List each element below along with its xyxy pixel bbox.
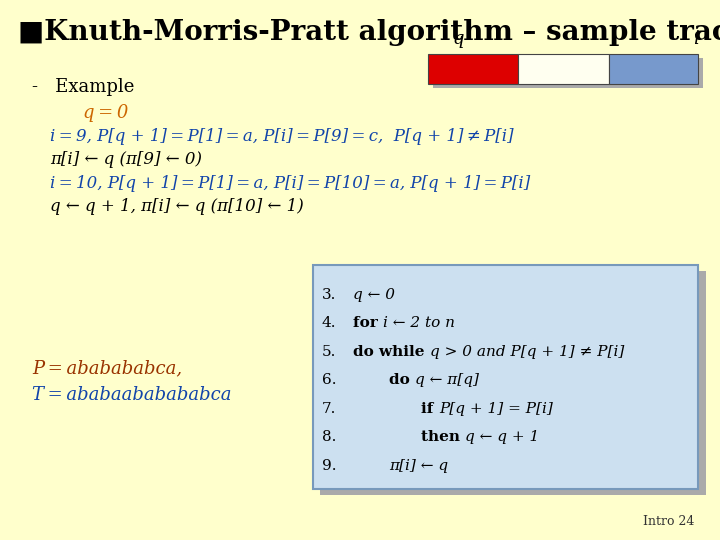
Text: i = 10, P[q + 1] = P[1] = a, P[i] = P[10] = a, P[q + 1] = P[i]: i = 10, P[q + 1] = P[1] = a, P[i] = P[10… — [50, 175, 531, 192]
Text: P[q + 1] = P[i]: P[q + 1] = P[i] — [438, 402, 553, 416]
Text: q ← 0: q ← 0 — [353, 288, 395, 302]
Text: 7.: 7. — [322, 402, 336, 416]
Text: i: i — [693, 30, 698, 48]
Text: 3.: 3. — [322, 288, 336, 302]
Text: i = 9, P[q + 1] = P[1] = a, P[i] = P[9] = c,  P[q + 1] ≠ P[i]: i = 9, P[q + 1] = P[1] = a, P[i] = P[9] … — [50, 128, 514, 145]
Bar — [320, 271, 706, 495]
Text: q: q — [452, 30, 464, 48]
Text: q ← q + 1, π[i] ← q (π[10] ← 1): q ← q + 1, π[i] ← q (π[10] ← 1) — [50, 198, 304, 214]
Text: P = ababababca,: P = ababababca, — [32, 359, 183, 377]
Text: do: do — [389, 374, 415, 388]
Text: 9.: 9. — [322, 459, 336, 473]
Text: for: for — [353, 316, 383, 330]
Bar — [428, 54, 518, 84]
Text: q > 0 and P[q + 1] ≠ P[i]: q > 0 and P[q + 1] ≠ P[i] — [430, 345, 624, 359]
Text: q = 0: q = 0 — [83, 104, 128, 122]
Text: π[i] ← q (π[9] ← 0): π[i] ← q (π[9] ← 0) — [50, 151, 202, 167]
Text: Intro 24: Intro 24 — [644, 515, 695, 528]
Text: 5.: 5. — [322, 345, 336, 359]
Text: q ← q + 1: q ← q + 1 — [465, 430, 540, 444]
Text: T = ababaababababca: T = ababaababababca — [32, 386, 232, 404]
Text: then: then — [421, 430, 465, 444]
Bar — [609, 54, 698, 84]
Text: ■Knuth-Morris-Pratt algorithm – sample trace: ■Knuth-Morris-Pratt algorithm – sample t… — [18, 19, 720, 46]
Text: i ← 2 to n: i ← 2 to n — [383, 316, 455, 330]
Text: q ← π[q]: q ← π[q] — [415, 374, 479, 388]
Text: do while: do while — [353, 345, 430, 359]
Text: π[i] ← q: π[i] ← q — [389, 459, 448, 473]
Text: 8.: 8. — [322, 430, 336, 444]
Text: -   Example: - Example — [32, 78, 135, 96]
Bar — [433, 58, 703, 88]
Text: 6.: 6. — [322, 374, 336, 388]
Text: 4.: 4. — [322, 316, 336, 330]
Text: if: if — [421, 402, 438, 416]
Bar — [313, 265, 698, 489]
Bar — [518, 54, 609, 84]
